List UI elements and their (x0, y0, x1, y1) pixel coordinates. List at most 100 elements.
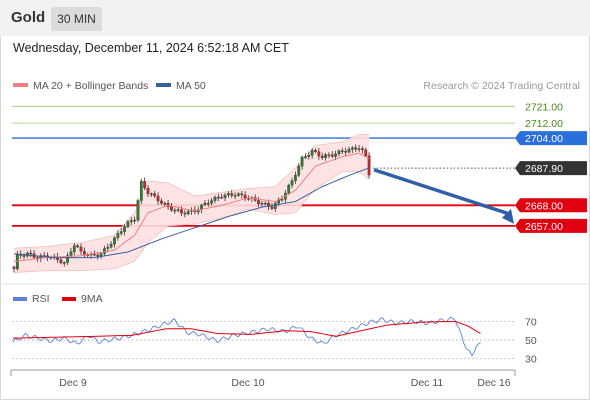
legend-ma20: MA 20 + Bollinger Bands (13, 80, 148, 92)
candle-body (93, 253, 96, 256)
candle-body (29, 252, 33, 255)
price-level-box-support (515, 198, 587, 213)
candle-body (267, 202, 270, 207)
rsi-ma-legend-label: 9MA (81, 293, 103, 305)
candle-body (173, 209, 177, 212)
candle-body (180, 209, 183, 214)
candle-body (287, 184, 291, 194)
price-level-label: 2721.00 (525, 101, 563, 113)
candle-body (76, 245, 79, 248)
candle-body (139, 181, 143, 201)
candle-body (133, 219, 136, 222)
rsi-tick-label: 50 (525, 335, 537, 347)
bollinger-lower-line (13, 171, 370, 273)
candle-body (223, 194, 227, 198)
candle-body (344, 151, 348, 153)
price-level-box-support (515, 218, 587, 233)
rsi-ma-line (12, 320, 481, 339)
candle-body (216, 196, 220, 199)
candle-body (320, 155, 324, 158)
candle-body (237, 193, 240, 196)
candle-body (170, 206, 173, 211)
legend-ma50: MA 50 (156, 80, 206, 92)
candle-body (186, 210, 190, 215)
candle-body (300, 156, 304, 167)
candle-body (290, 180, 294, 186)
price-level-label: 2687.90 (525, 163, 563, 175)
candle-body (96, 254, 100, 257)
candle-body (153, 193, 157, 197)
candle-body (206, 202, 210, 205)
candle-body (210, 200, 213, 204)
candle-body (123, 226, 126, 232)
candle-body (116, 233, 120, 238)
price-level-box-current (515, 161, 587, 176)
ma50-line (13, 167, 370, 259)
candle-body (106, 247, 110, 249)
candle-body (12, 266, 16, 269)
candle-body (119, 231, 123, 234)
candle-body (129, 220, 133, 222)
candle-body (361, 148, 364, 151)
candle-body (314, 150, 317, 152)
symbol-title: Gold (11, 9, 46, 26)
legend-ma50-label: MA 50 (176, 80, 206, 92)
legend-ma20-swatch (13, 83, 28, 88)
candle-body (247, 198, 250, 200)
forecast-arrow-head (502, 208, 514, 224)
forecast-arrow-shaft (373, 168, 510, 216)
ma20-line (13, 152, 370, 262)
copyright-text: Research © 2024 Trading Central (423, 80, 580, 92)
candle-body (324, 154, 327, 158)
candle-body (340, 150, 344, 152)
candle-body (146, 187, 150, 194)
candle-body (334, 153, 337, 157)
candle-body (66, 255, 69, 263)
chart-datetime: Wednesday, December 11, 2024 6:52:18 AM … (13, 41, 289, 55)
candle-body (69, 251, 73, 256)
candle-body (149, 193, 153, 195)
candle-body (126, 221, 130, 227)
x-tick-label: Dec 10 (231, 377, 264, 389)
candle-body (62, 262, 66, 264)
rsi-tick-label: 30 (525, 354, 537, 366)
price-level-label: 2712.00 (525, 118, 563, 130)
candle-body (240, 193, 244, 196)
rsi-legend-swatch (13, 297, 27, 301)
rsi-legend-label: RSI (32, 293, 50, 305)
candle-body (227, 193, 230, 196)
candle-body (176, 209, 180, 211)
candle-body (280, 199, 284, 201)
candle-body (183, 212, 187, 215)
rsi-ma-legend-swatch (62, 297, 76, 301)
bollinger-upper-line (13, 133, 370, 249)
candle-body (243, 194, 247, 199)
candle-body (350, 147, 354, 150)
candle-body (263, 202, 267, 205)
x-tick-label: Dec 16 (477, 377, 510, 389)
rsi-tick-label: 70 (525, 316, 537, 328)
candle-body (330, 154, 334, 157)
price-level-label: 2704.00 (525, 133, 563, 145)
candle-body (257, 200, 260, 204)
candle-body (270, 206, 274, 209)
candle-body (103, 248, 106, 254)
candle-body (143, 181, 146, 189)
candle-body (260, 203, 264, 205)
candle-body (304, 156, 307, 158)
candle-body (156, 195, 160, 202)
candle-body (347, 149, 351, 153)
legend-ma20-label: MA 20 + Bollinger Bands (33, 80, 149, 92)
candle-body (317, 151, 321, 157)
timeframe-button[interactable]: 30 MIN (51, 7, 102, 31)
x-tick-label: Dec 11 (411, 377, 444, 389)
candle-body (22, 255, 26, 257)
candle-body (337, 150, 341, 155)
candle-body (354, 147, 358, 150)
candle-body (230, 193, 234, 196)
candle-body (109, 243, 113, 248)
candle-body (233, 195, 237, 197)
candle-body (273, 202, 277, 209)
candle-body (59, 259, 63, 264)
